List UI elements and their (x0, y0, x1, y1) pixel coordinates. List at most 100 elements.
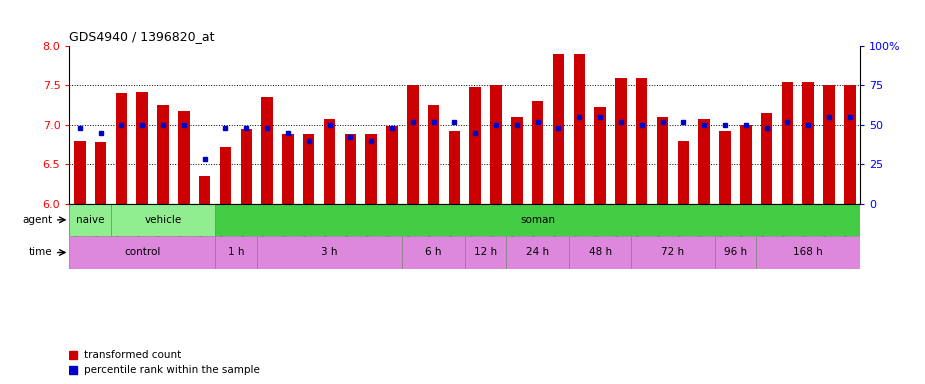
Text: vehicle: vehicle (144, 215, 181, 225)
Bar (262, 97, 273, 204)
Text: 48 h: 48 h (588, 247, 611, 258)
Bar (782, 81, 793, 204)
Text: 24 h: 24 h (526, 247, 549, 258)
Bar (69, 236, 215, 269)
Text: 168 h: 168 h (794, 247, 823, 258)
Text: GSM338870: GSM338870 (386, 206, 392, 247)
Bar (490, 85, 501, 204)
Bar (507, 236, 569, 269)
Text: GSM338889: GSM338889 (740, 206, 746, 246)
Text: GSM338860: GSM338860 (219, 206, 226, 247)
Text: GSM338883: GSM338883 (615, 206, 621, 246)
Bar (157, 105, 168, 204)
Text: naive: naive (76, 215, 105, 225)
Bar (116, 93, 127, 204)
Bar (179, 111, 190, 204)
Text: GSM338862: GSM338862 (136, 206, 142, 247)
Bar (803, 81, 814, 204)
Text: time: time (29, 247, 53, 258)
Bar (215, 204, 860, 236)
Bar (345, 134, 356, 204)
Text: GSM338871: GSM338871 (407, 206, 413, 246)
Text: 72 h: 72 h (661, 247, 684, 258)
Bar (756, 236, 860, 269)
Text: 12 h: 12 h (474, 247, 498, 258)
Bar (678, 141, 689, 204)
Text: GSM338880: GSM338880 (199, 206, 204, 247)
Bar (428, 105, 439, 204)
Text: GSM338894: GSM338894 (844, 206, 850, 246)
Bar (303, 134, 315, 204)
Bar (720, 131, 731, 204)
Text: 1 h: 1 h (228, 247, 244, 258)
Text: GSM338876: GSM338876 (511, 206, 517, 247)
Bar (553, 54, 564, 204)
Bar (95, 142, 106, 204)
Bar (714, 236, 756, 269)
Bar (199, 176, 210, 204)
Text: GSM338886: GSM338886 (677, 206, 684, 247)
Text: GSM338885: GSM338885 (657, 206, 662, 247)
Text: GSM338890: GSM338890 (760, 206, 767, 246)
Text: percentile rank within the sample: percentile rank within the sample (83, 366, 260, 376)
Bar (569, 236, 631, 269)
Bar (615, 78, 626, 204)
Bar (512, 117, 523, 204)
Bar (111, 204, 215, 236)
Text: GSM338877: GSM338877 (178, 206, 184, 247)
Bar (636, 78, 648, 204)
Bar (257, 236, 402, 269)
Bar (69, 204, 111, 236)
Text: GSM338891: GSM338891 (782, 206, 787, 246)
Bar (464, 236, 507, 269)
Text: GSM338869: GSM338869 (365, 206, 371, 246)
Bar (532, 101, 543, 204)
Text: GSM338863: GSM338863 (261, 206, 267, 246)
Bar (282, 134, 293, 204)
Bar (823, 85, 834, 204)
Text: GSM338866: GSM338866 (302, 206, 309, 247)
Text: GSM338868: GSM338868 (344, 206, 351, 247)
Text: GSM338879: GSM338879 (552, 206, 559, 246)
Bar (240, 129, 252, 204)
Text: GSM338881: GSM338881 (574, 206, 579, 246)
Text: GSM338878: GSM338878 (532, 206, 537, 247)
Bar (387, 126, 398, 204)
Text: transformed count: transformed count (83, 350, 181, 360)
Text: GSM338864: GSM338864 (157, 206, 163, 247)
Text: GSM338892: GSM338892 (802, 206, 808, 246)
Text: GSM338875: GSM338875 (490, 206, 496, 247)
Text: GSM338861: GSM338861 (240, 206, 246, 246)
Text: GSM338857: GSM338857 (74, 206, 80, 247)
Text: GSM338858: GSM338858 (94, 206, 101, 247)
Bar (215, 236, 256, 269)
Text: GSM338884: GSM338884 (635, 206, 642, 247)
Text: GSM338887: GSM338887 (698, 206, 704, 247)
Text: agent: agent (22, 215, 53, 225)
Bar (595, 108, 606, 204)
Bar (740, 125, 751, 204)
Text: GDS4940 / 1396820_at: GDS4940 / 1396820_at (69, 30, 215, 43)
Bar (324, 119, 335, 204)
Text: 96 h: 96 h (723, 247, 746, 258)
Text: GSM338893: GSM338893 (823, 206, 829, 246)
Text: GSM338865: GSM338865 (282, 206, 288, 247)
Bar (845, 85, 856, 204)
Bar (402, 236, 464, 269)
Bar (407, 85, 418, 204)
Bar (631, 236, 714, 269)
Bar (220, 147, 231, 204)
Text: GSM338872: GSM338872 (427, 206, 434, 247)
Bar (657, 117, 668, 204)
Bar (698, 119, 709, 204)
Text: soman: soman (520, 215, 555, 225)
Bar (365, 134, 376, 204)
Bar (761, 113, 772, 204)
Text: GSM338873: GSM338873 (449, 206, 454, 246)
Bar (574, 54, 585, 204)
Text: GSM338882: GSM338882 (594, 206, 600, 247)
Bar (137, 92, 148, 204)
Text: GSM338859: GSM338859 (116, 206, 121, 246)
Bar (449, 131, 460, 204)
Text: GSM338874: GSM338874 (469, 206, 475, 247)
